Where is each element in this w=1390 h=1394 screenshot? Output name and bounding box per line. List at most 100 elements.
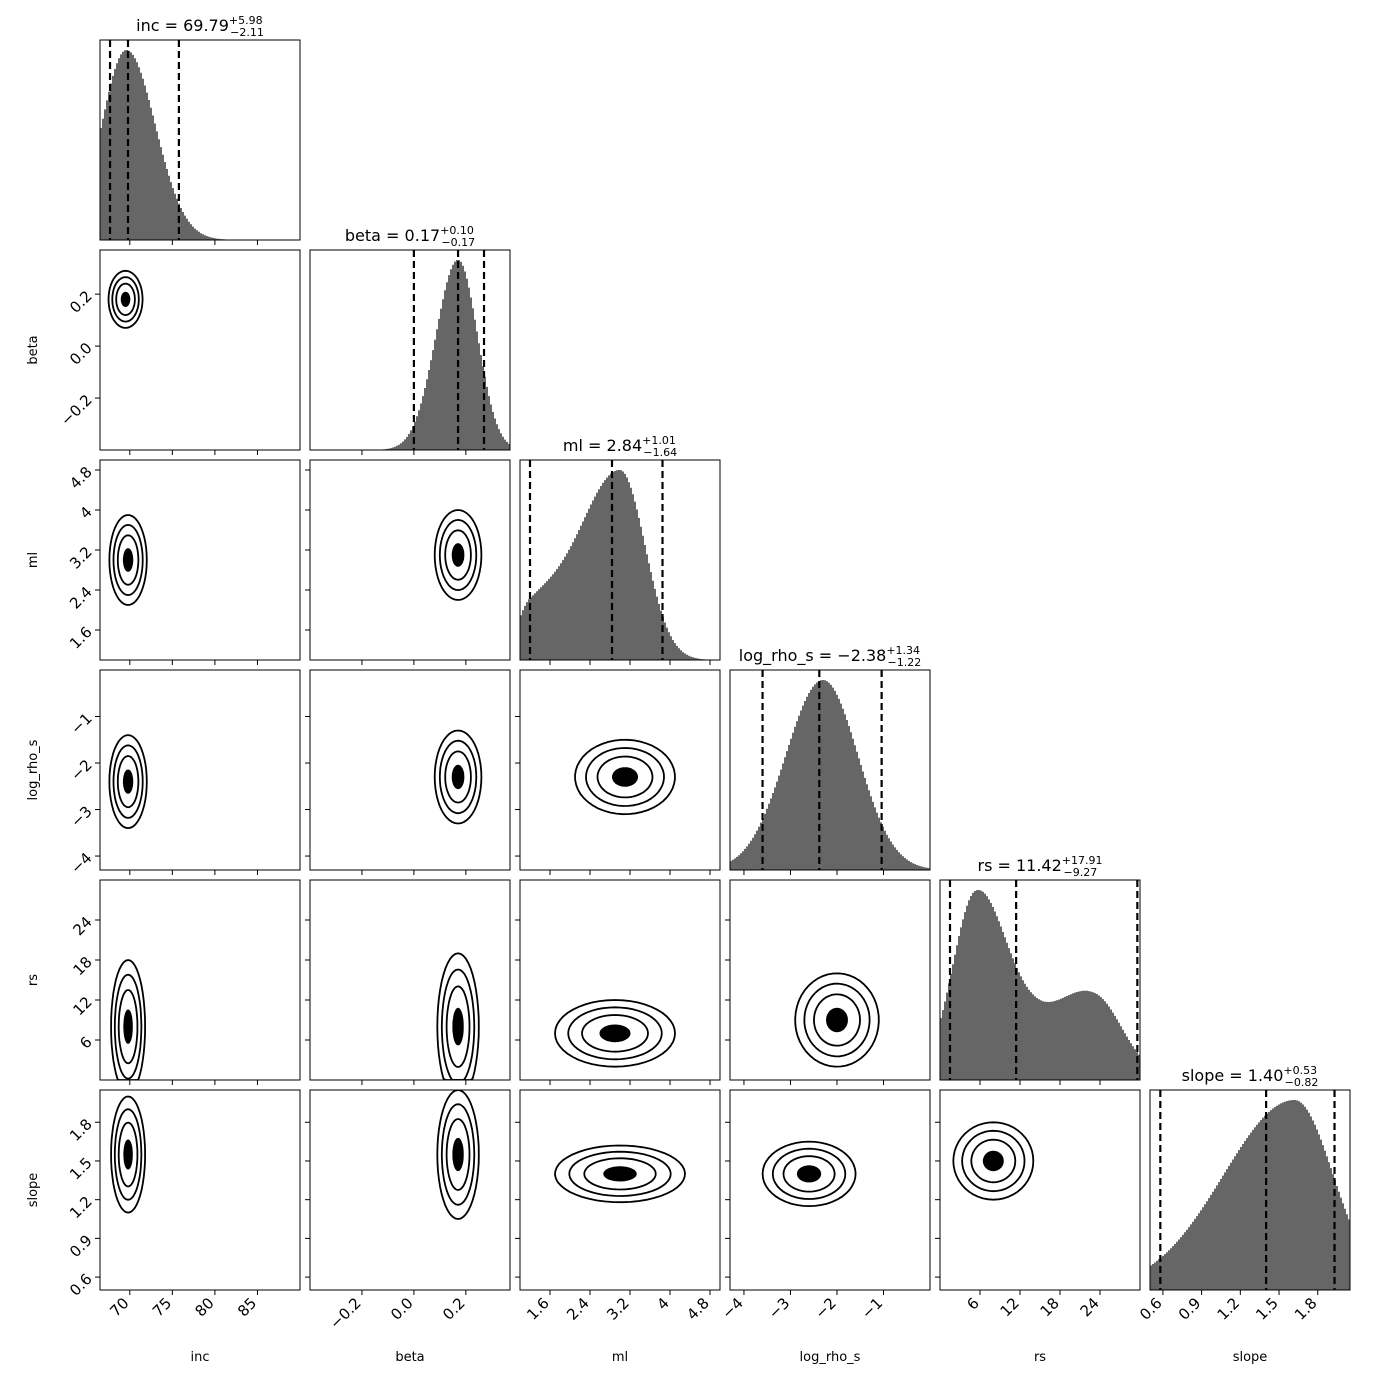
panel-frame (99, 459, 301, 661)
panel-ml-log_rho_s (515, 669, 721, 875)
title-main: rs = 11.42 (977, 856, 1061, 875)
y-tick-label-slope: 0.6 (66, 1270, 96, 1300)
contour-core-log_rho_s-slope (796, 1165, 822, 1183)
x-tick-label-slope: 0.6 (1136, 1294, 1166, 1324)
x-tick-label-log_rho_s: −1 (858, 1294, 886, 1322)
x-tick-label-log_rho_s: −2 (811, 1294, 839, 1322)
contour-beta-rs-1 (440, 968, 476, 1080)
x-tick-label-ml: 4.8 (683, 1294, 713, 1324)
y-tick-label-rs: 24 (69, 913, 95, 939)
y-tick-label-ml: 3.2 (66, 543, 96, 573)
contour-inc-ml-1 (112, 523, 144, 597)
y-tick-label-rs: 18 (69, 953, 95, 979)
x-axis-label-inc: inc (191, 1350, 210, 1365)
panel-frame (729, 1089, 931, 1291)
y-tick-label-slope: 0.9 (66, 1231, 96, 1261)
title-sub: −0.17 (441, 236, 475, 249)
x-tick-label-slope: 1.2 (1214, 1294, 1244, 1324)
title-main: ml = 2.84 (563, 436, 642, 455)
contour-inc-slope-2 (117, 1121, 139, 1188)
histogram-rs (940, 890, 1140, 1080)
panel-frame (519, 1089, 721, 1291)
x-tick-label-rs: 24 (1077, 1294, 1103, 1320)
panel-frame (309, 249, 511, 451)
contour-core-rs-slope (982, 1150, 1004, 1172)
y-tick-label-beta: 0.0 (66, 339, 96, 369)
y-tick-label-beta: −0.2 (57, 391, 95, 429)
contour-ml-rs-0 (554, 999, 676, 1068)
contour-log_rho_s-slope-1 (771, 1147, 847, 1200)
contour-ml-slope-2 (583, 1157, 657, 1191)
x-tick-label-rs: 18 (1037, 1294, 1063, 1320)
contour-log_rho_s-rs-0 (794, 972, 880, 1068)
contour-core-inc-ml (122, 548, 134, 572)
title-main: slope = 1.40 (1182, 1066, 1284, 1085)
contour-beta-ml-0 (433, 509, 483, 601)
y-tick-label-ml: 2.4 (66, 583, 96, 613)
panel-rs-hist: rs = 11.42+17.91 −9.27 (939, 854, 1141, 1085)
x-tick-label-log_rho_s: −4 (718, 1294, 746, 1322)
x-tick-label-ml: 4 (653, 1294, 672, 1313)
panel-frame (939, 1089, 1141, 1291)
contour-log_rho_s-slope-2 (782, 1155, 836, 1193)
title-sup: +0.10 (440, 224, 474, 237)
x-tick-label-rs: 12 (997, 1294, 1023, 1320)
panel-frame (729, 669, 931, 871)
panel-frame (309, 1089, 511, 1291)
panel-frame (519, 459, 721, 661)
contour-rs-slope-2 (970, 1138, 1017, 1184)
title-beta: beta = 0.17+0.10 −0.17 (345, 224, 475, 249)
x-tick-label-ml: 3.2 (603, 1294, 633, 1324)
y-tick-label-ml: 4 (76, 503, 95, 522)
contour-inc-beta-0 (107, 269, 144, 329)
contour-ml-rs-2 (581, 1014, 649, 1053)
panel-frame (729, 879, 931, 1081)
y-axis-label-log_rho_s: log_rho_s (26, 739, 41, 800)
y-tick-label-rs: 6 (76, 1033, 95, 1052)
panel-ml-rs (515, 879, 721, 1085)
contour-core-ml-log_rho_s (612, 767, 638, 787)
panel-beta-hist: beta = 0.17+0.10 −0.17 (309, 224, 511, 455)
y-axis-label-rs: rs (26, 974, 41, 986)
contour-ml-slope-0 (554, 1144, 686, 1204)
panel-inc-hist: inc = 69.79+5.98 −2.11 (99, 14, 301, 245)
panel-log_rho_s-slope: −4 −3 −2 −1 (718, 1089, 931, 1322)
contour-ml-rs-1 (567, 1006, 663, 1061)
panel-frame (99, 879, 301, 1081)
y-tick-label-log_rho_s: −3 (67, 802, 95, 830)
contour-core-beta-rs (452, 1007, 464, 1046)
panel-slope-hist: slope = 1.40+0.53 −0.82 0.6 0.9 1.2 1.5 1.8 (1136, 1064, 1351, 1324)
contour-inc-ml-2 (116, 534, 140, 586)
y-tick-label-ml: 4.8 (66, 463, 96, 493)
y-tick-label-log_rho_s: −1 (67, 709, 95, 737)
x-tick-label-slope: 1.5 (1252, 1294, 1282, 1324)
title-sub: −2.11 (230, 26, 264, 39)
x-tick-label-ml: 2.4 (563, 1294, 593, 1324)
title-main: log_rho_s = −2.38 (739, 646, 887, 666)
x-tick-label-inc: 70 (106, 1294, 132, 1320)
x-tick-label-inc: 80 (191, 1294, 217, 1320)
contour-beta-log_rho_s-0 (433, 729, 483, 825)
contour-core-beta-ml (451, 543, 465, 567)
x-tick-label-beta: −0.2 (326, 1294, 364, 1332)
title-main: beta = 0.17 (345, 226, 440, 245)
title-rs: rs = 11.42+17.91 −9.27 (977, 854, 1102, 879)
panel-inc-ml: 1.6 2.4 3.2 4 4.8 (66, 459, 301, 665)
panel-ml-hist: ml = 2.84+1.01 −1.64 (519, 434, 721, 665)
panel-frame (309, 669, 511, 871)
y-tick-label-rs: 12 (69, 993, 95, 1019)
panel-inc-slope: 70 75 80 85 0.6 0.9 1.2 1.5 1.8 (66, 1089, 301, 1320)
panel-frame (309, 879, 511, 1081)
contour-inc-log_rho_s-1 (112, 744, 144, 819)
contour-inc-ml-0 (108, 514, 148, 606)
x-tick-label-slope: 0.9 (1175, 1294, 1205, 1324)
title-sub: −9.27 (1064, 866, 1098, 879)
panel-log_rho_s-rs (725, 879, 931, 1085)
title-inc: inc = 69.79+5.98 −2.11 (136, 14, 264, 39)
histogram-inc (100, 50, 300, 240)
panel-frame (99, 669, 301, 871)
panel-log_rho_s-hist: log_rho_s = −2.38+1.34 −1.22 (729, 644, 931, 875)
contour-inc-slope-0 (110, 1095, 147, 1214)
contour-beta-rs-0 (436, 952, 480, 1080)
panel-inc-rs: 6 12 18 24 (69, 879, 301, 1085)
